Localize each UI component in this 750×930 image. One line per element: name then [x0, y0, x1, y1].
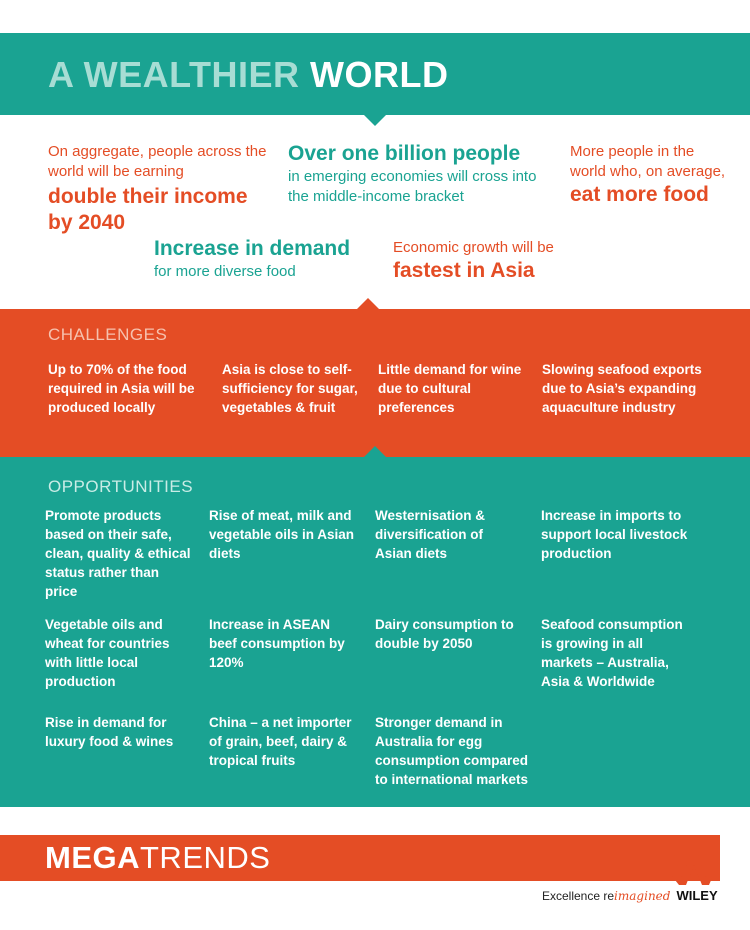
- challenge-item: Little demand for wine due to cultural p…: [378, 362, 522, 415]
- company-name: WILEY: [676, 888, 718, 903]
- highlight-growth: Economic growth will be fastest in Asia: [393, 238, 593, 284]
- opportunities-pointer: [364, 446, 386, 457]
- highlight-billion: Over one billion people in emerging econ…: [288, 141, 553, 207]
- highlight-demand-text: for more diverse food: [154, 263, 296, 280]
- page-title: A WEALTHIER WORLD: [48, 54, 448, 96]
- title-light: A WEALTHIER: [48, 54, 300, 95]
- highlight-billion-big: Over one billion people: [288, 142, 521, 165]
- opportunity-item: Seafood consumption is growing in all ma…: [541, 617, 683, 689]
- challenges-pointer: [357, 298, 379, 309]
- challenges-heading: CHALLENGES: [48, 325, 168, 344]
- tagline: Excellence reimagined WILEY: [542, 888, 718, 903]
- opportunity-item: Increase in ASEAN beef consumption by 12…: [209, 617, 345, 670]
- challenges-band: [0, 309, 750, 457]
- title-band: [0, 33, 750, 115]
- challenge-item: Slowing seafood exports due to Asia’s ex…: [542, 362, 702, 415]
- highlight-income-text: On aggregate, people across the world wi…: [48, 143, 267, 180]
- highlight-billion-text: in emerging economies will cross into th…: [288, 168, 537, 205]
- opportunity-item: Westernisation & diversification of Asia…: [375, 508, 486, 561]
- brand-light: TRENDS: [140, 840, 271, 875]
- megatrends-brand: MEGATRENDS: [45, 840, 270, 876]
- highlight-demand: Increase in demand for more diverse food: [154, 236, 384, 282]
- highlight-food: More people in the world who, on average…: [570, 142, 730, 208]
- title-pointer: [364, 115, 386, 126]
- highlight-food-text: More people in the world who, on average…: [570, 143, 726, 180]
- highlight-food-big: eat more food: [570, 183, 709, 206]
- opportunity-item: Increase in imports to support local liv…: [541, 508, 688, 561]
- opportunity-item: Dairy consumption to double by 2050: [375, 617, 514, 651]
- megatrends-band: [0, 835, 720, 881]
- highlight-income-big: double their income by 2040: [48, 185, 248, 234]
- title-bold: WORLD: [310, 54, 449, 95]
- opportunity-item: Rise of meat, milk and vegetable oils in…: [209, 508, 355, 561]
- tagline-script: imagined: [614, 889, 671, 903]
- highlight-growth-big: fastest in Asia: [393, 259, 535, 282]
- highlight-income: On aggregate, people across the world wi…: [48, 142, 273, 236]
- challenge-item: Up to 70% of the food required in Asia w…: [48, 362, 195, 415]
- opportunities-band: [0, 457, 750, 807]
- brand-bold: MEGA: [45, 840, 140, 875]
- opportunity-item: Promote products based on their safe, cl…: [45, 508, 191, 599]
- opportunity-item: China – a net importer of grain, beef, d…: [209, 715, 352, 768]
- highlight-demand-big: Increase in demand: [154, 237, 351, 260]
- opportunity-item: Stronger demand in Australia for egg con…: [375, 715, 529, 787]
- wiley-w-logo-icon: [660, 855, 720, 885]
- opportunity-item: Rise in demand for luxury food & wines: [45, 715, 174, 749]
- challenge-item: Asia is close to self-sufficiency for su…: [222, 362, 358, 415]
- highlight-growth-text: Economic growth will be: [393, 239, 554, 256]
- opportunity-item: Vegetable oils and wheat for countries w…: [45, 617, 170, 689]
- opportunities-heading: OPPORTUNITIES: [48, 477, 194, 496]
- tagline-pre: Excellence re: [542, 889, 615, 903]
